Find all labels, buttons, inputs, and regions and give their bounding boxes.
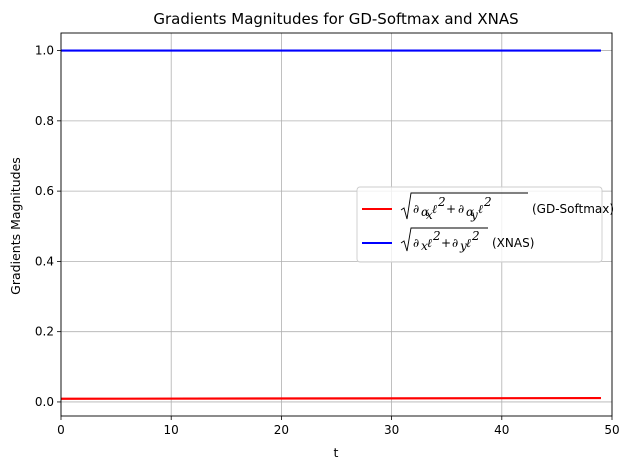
svg-text:2: 2 xyxy=(437,195,446,209)
svg-text:ℓ: ℓ xyxy=(478,202,483,216)
legend-math-xnas: ∂ x ℓ 2 + ∂ y ℓ 2 xyxy=(400,227,488,253)
x-tick-label: 10 xyxy=(164,423,179,437)
legend: ∂ α x ℓ 2 + ∂ α y ℓ 2 (GD-Softmax) ∂ x ℓ… xyxy=(356,186,614,263)
svg-text:+: + xyxy=(441,236,451,250)
svg-text:y: y xyxy=(470,208,478,222)
x-axis-label: t xyxy=(334,445,339,460)
svg-text:ℓ: ℓ xyxy=(432,202,437,216)
x-tick-label: 20 xyxy=(274,423,289,437)
y-tick-label: 0.4 xyxy=(35,254,54,268)
chart-title: Gradients Magnitudes for GD-Softmax and … xyxy=(153,10,518,28)
series-line-gd-softmax xyxy=(60,396,601,400)
y-tick-label: 0.6 xyxy=(35,184,54,198)
svg-text:x: x xyxy=(426,208,433,222)
axis-ticks: 0 10 20 30 40 50 0.0 0.2 0.4 0.6 0.8 1.0 xyxy=(35,44,620,437)
x-tick-label: 0 xyxy=(57,423,65,437)
x-tick-label: 30 xyxy=(384,423,399,437)
svg-text:α: α xyxy=(466,205,474,219)
svg-text:+: + xyxy=(446,202,456,216)
svg-text:∂: ∂ xyxy=(452,236,458,250)
y-tick-label: 0.0 xyxy=(35,395,54,409)
svg-text:∂: ∂ xyxy=(458,202,464,216)
svg-text:2: 2 xyxy=(432,229,441,243)
svg-text:∂: ∂ xyxy=(413,236,419,250)
y-axis-label: Gradients Magnitudes xyxy=(8,157,23,295)
y-tick-label: 1.0 xyxy=(35,44,54,58)
svg-text:α: α xyxy=(421,205,429,219)
svg-text:x: x xyxy=(421,239,428,253)
svg-text:∂: ∂ xyxy=(413,202,419,216)
series-lines xyxy=(60,49,601,400)
legend-box xyxy=(356,186,603,263)
legend-label-gd-softmax: (GD-Softmax) xyxy=(532,202,614,216)
legend-math-gd-softmax: ∂ α x ℓ 2 + ∂ α y ℓ 2 xyxy=(400,192,528,222)
x-tick-label: 40 xyxy=(494,423,509,437)
plot-frame xyxy=(60,32,613,417)
legend-label-xnas: (XNAS) xyxy=(492,236,534,250)
svg-text:ℓ: ℓ xyxy=(427,236,432,250)
svg-text:ℓ: ℓ xyxy=(466,236,471,250)
y-tick-label: 0.2 xyxy=(35,325,54,339)
x-tick-label: 50 xyxy=(604,423,619,437)
svg-text:2: 2 xyxy=(471,229,480,243)
y-tick-label: 0.8 xyxy=(35,114,54,128)
svg-text:y: y xyxy=(459,239,467,253)
svg-text:2: 2 xyxy=(483,195,492,209)
